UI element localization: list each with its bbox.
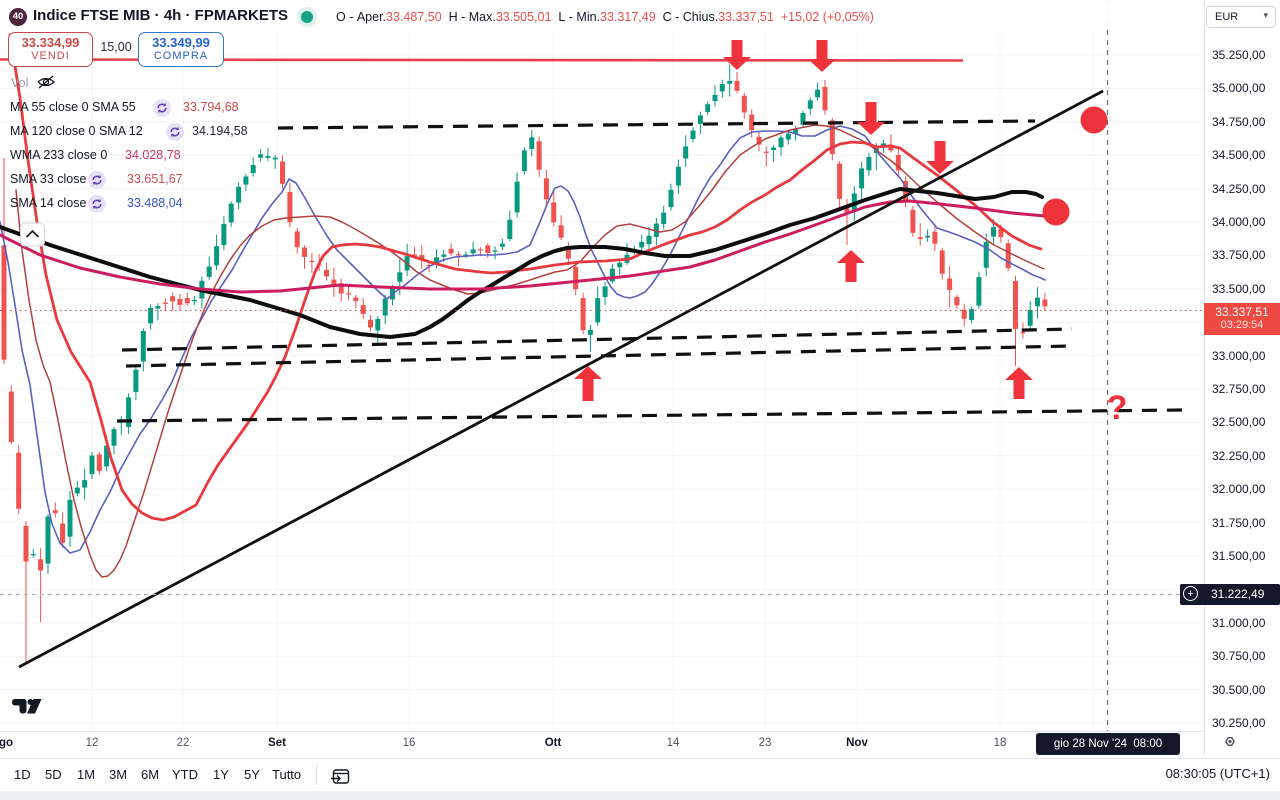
svg-text:?: ? bbox=[1107, 389, 1128, 427]
